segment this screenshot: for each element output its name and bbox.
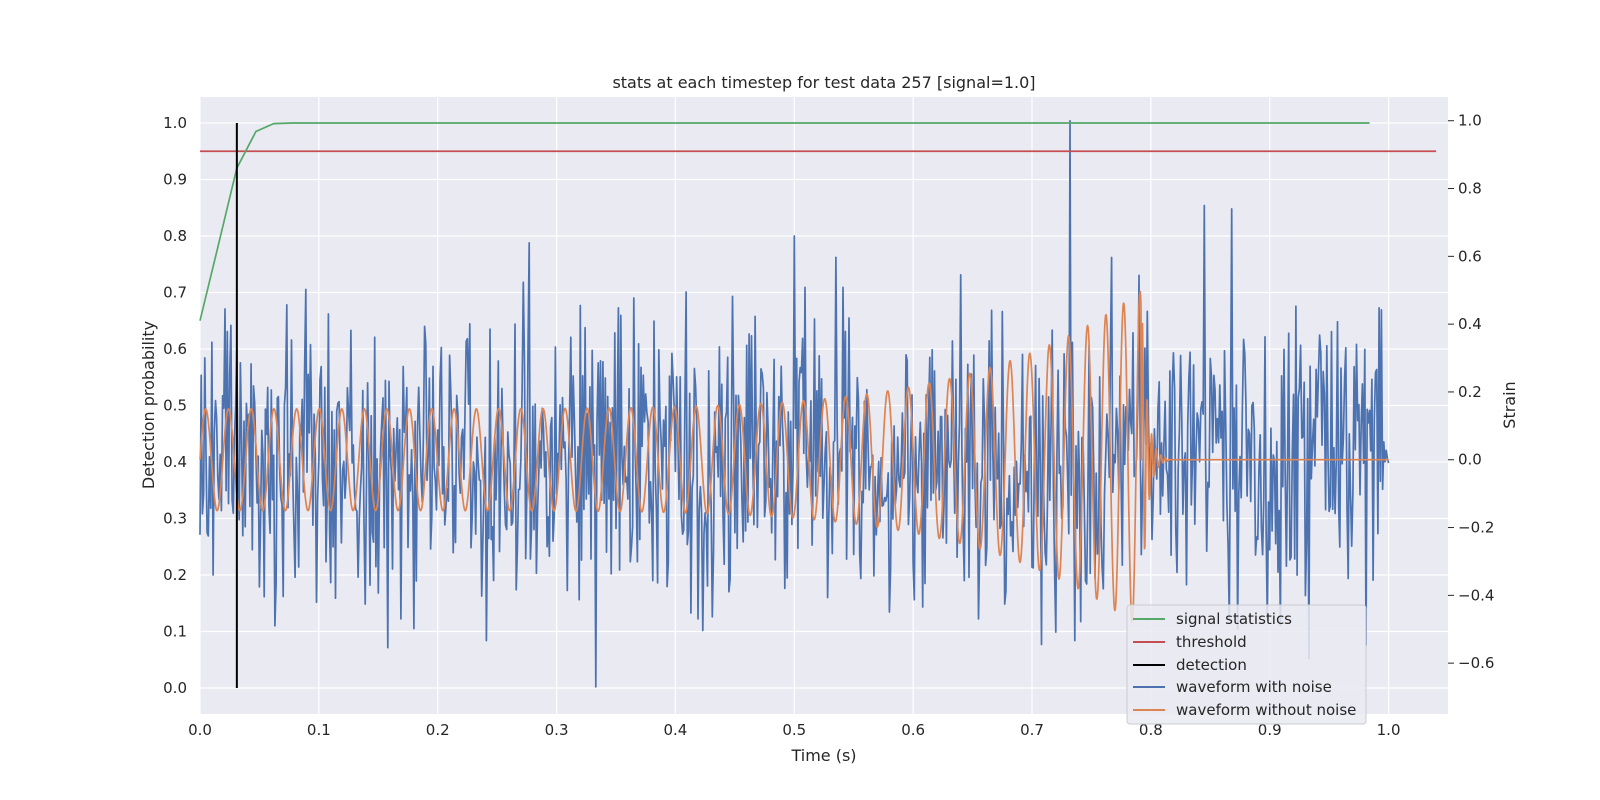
waveform-without-noise-line bbox=[199, 290, 1390, 624]
legend-label-detection: detection bbox=[1176, 656, 1247, 674]
y-tick-label-left: 0.8 bbox=[163, 227, 187, 245]
y-tick-label-right: −0.6 bbox=[1458, 654, 1494, 672]
chart-title: stats at each timestep for test data 257… bbox=[612, 73, 1035, 92]
x-tick-label: 0.5 bbox=[782, 721, 806, 739]
legend-box bbox=[1126, 604, 1367, 725]
y-tick-label-left: 0.3 bbox=[163, 510, 187, 528]
y-tick-label-left: 0.7 bbox=[163, 283, 187, 301]
y-axis-label-left: Detection probability bbox=[139, 321, 158, 489]
y-tick-label-left: 0.4 bbox=[163, 453, 187, 471]
x-tick-label: 1.0 bbox=[1377, 721, 1401, 739]
x-tick-label: 0.7 bbox=[1020, 721, 1044, 739]
y-tick-label-left: 0.2 bbox=[163, 566, 187, 584]
waveform-with-noise-line bbox=[199, 119, 1390, 688]
legend: signal statistics threshold detection wa… bbox=[1126, 604, 1367, 725]
x-tick-label: 0.0 bbox=[188, 721, 212, 739]
x-tick-label: 0.9 bbox=[1258, 721, 1282, 739]
y-tick-label-left: 0.9 bbox=[163, 170, 187, 188]
y-tick-label-right: 0.8 bbox=[1458, 180, 1482, 198]
legend-label-waveform-with-noise: waveform with noise bbox=[1176, 678, 1332, 696]
y-axis-label-right: Strain bbox=[1500, 381, 1519, 428]
y-tick-label-right: −0.2 bbox=[1458, 519, 1494, 537]
signal-statistics-line bbox=[199, 122, 1370, 321]
y-tick-label-right: 1.0 bbox=[1458, 112, 1482, 130]
y-tick-label-left: 0.5 bbox=[163, 397, 187, 415]
axes: 0.0 0.1 0.2 0.3 0.4 0.5 0.6 0.7 0.8 0.9 1.0 0.0 0.1 0… bbox=[163, 112, 1494, 739]
y-tick-label-right: 0.0 bbox=[1458, 451, 1482, 469]
x-tick-label: 0.3 bbox=[545, 721, 569, 739]
y-tick-label-left: 0.0 bbox=[163, 679, 187, 697]
x-tick-label: 0.2 bbox=[426, 721, 450, 739]
legend-label-signal-statistics: signal statistics bbox=[1176, 610, 1292, 628]
x-tick-label: 0.8 bbox=[1139, 721, 1163, 739]
y-tick-label-right: 0.4 bbox=[1458, 315, 1482, 333]
plot-series bbox=[199, 119, 1437, 689]
y-tick-label-right: 0.6 bbox=[1458, 247, 1482, 265]
x-tick-label: 0.1 bbox=[307, 721, 331, 739]
y-tick-label-left: 0.1 bbox=[163, 623, 187, 641]
legend-label-waveform-without-noise: waveform without noise bbox=[1176, 701, 1356, 719]
x-axis-label: Time (s) bbox=[790, 746, 856, 765]
y-tick-label-left: 1.0 bbox=[163, 114, 187, 132]
x-tick-label: 0.4 bbox=[663, 721, 687, 739]
y-tick-label-right: 0.2 bbox=[1458, 383, 1482, 401]
legend-label-threshold: threshold bbox=[1176, 633, 1247, 651]
y-tick-label-left: 0.6 bbox=[163, 340, 187, 358]
y-tick-label-right: −0.4 bbox=[1458, 586, 1494, 604]
x-tick-label: 0.6 bbox=[901, 721, 925, 739]
